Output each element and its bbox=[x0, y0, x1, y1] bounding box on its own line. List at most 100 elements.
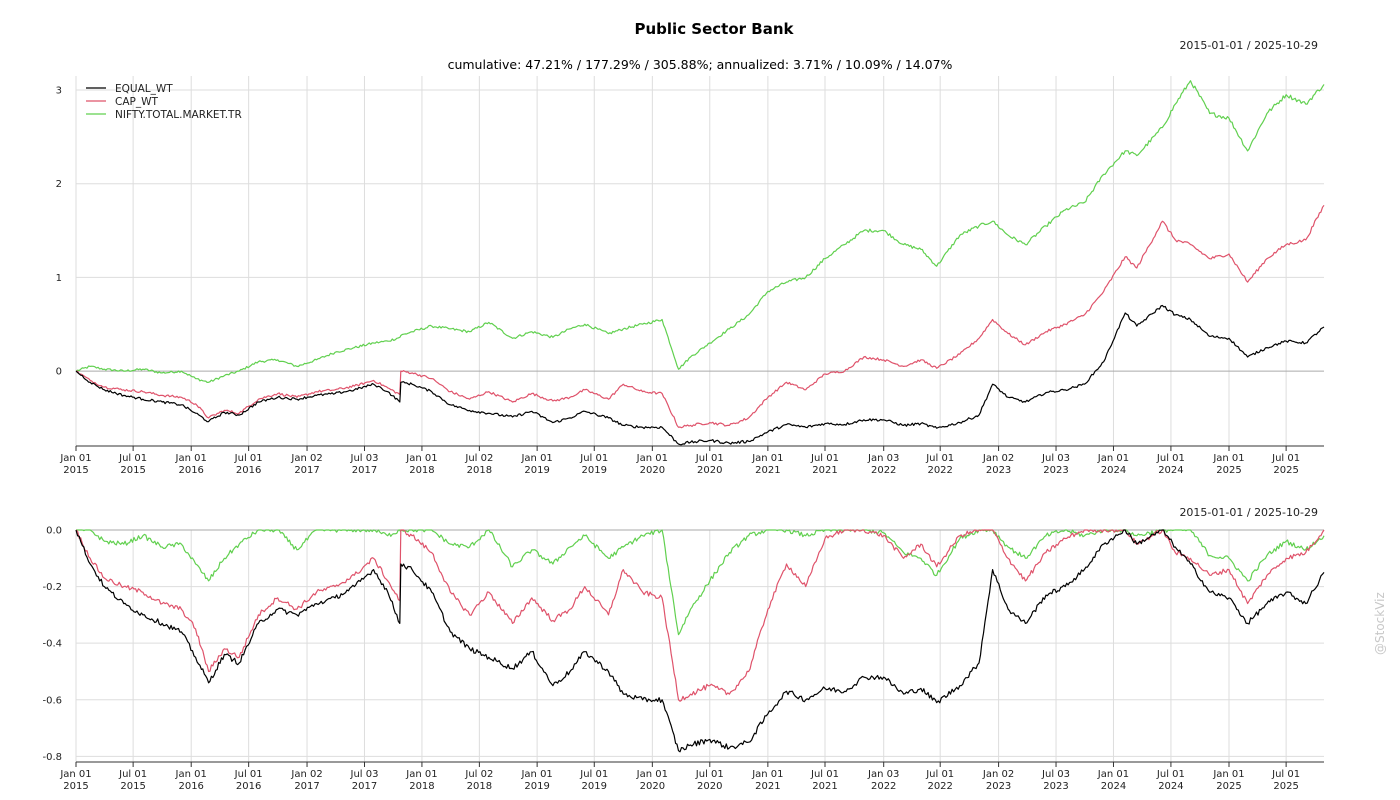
x-tick-year: 2022 bbox=[927, 781, 952, 792]
x-tick-label: Jul 03 bbox=[350, 769, 379, 780]
x-tick-year: 2015 bbox=[120, 465, 145, 476]
x-tick-year: 2017 bbox=[294, 465, 319, 476]
x-tick-label: Jul 01 bbox=[1271, 453, 1300, 464]
x-tick-year: 2024 bbox=[1158, 781, 1183, 792]
x-tick-label: Jan 01 bbox=[520, 769, 552, 780]
x-tick-year: 2020 bbox=[640, 465, 665, 476]
series-line-cap-wt bbox=[75, 529, 1325, 702]
x-tick-year: 2018 bbox=[467, 465, 492, 476]
x-tick-year: 2016 bbox=[236, 465, 261, 476]
x-tick-year: 2023 bbox=[986, 781, 1011, 792]
chart-title: Public Sector Bank bbox=[635, 20, 795, 38]
legend-label-equal-wt: EQUAL_WT bbox=[115, 83, 173, 95]
series-line-equal-wt bbox=[75, 529, 1325, 753]
x-tick-year: 2023 bbox=[1043, 465, 1068, 476]
x-tick-year: 2015 bbox=[120, 781, 145, 792]
x-tick-label: Jul 01 bbox=[1156, 769, 1185, 780]
x-tick-label: Jul 01 bbox=[234, 453, 263, 464]
x-tick-label: Jul 01 bbox=[579, 769, 608, 780]
x-tick-year: 2019 bbox=[524, 781, 549, 792]
x-tick-label: Jul 01 bbox=[579, 453, 608, 464]
x-tick-label: Jul 01 bbox=[1271, 769, 1300, 780]
x-tick-label: Jan 02 bbox=[290, 453, 322, 464]
x-tick-year: 2018 bbox=[467, 781, 492, 792]
x-tick-label: Jan 03 bbox=[867, 453, 899, 464]
top-panel-date-range: 2015-01-01 / 2025-10-29 bbox=[1179, 39, 1318, 52]
x-tick-year: 2016 bbox=[178, 781, 203, 792]
x-tick-label: Jul 03 bbox=[1041, 453, 1070, 464]
x-tick-year: 2020 bbox=[697, 465, 722, 476]
x-tick-year: 2024 bbox=[1158, 465, 1183, 476]
y-tick-label: 2 bbox=[56, 179, 62, 190]
x-tick-year: 2024 bbox=[1101, 781, 1126, 792]
x-tick-label: Jul 01 bbox=[234, 769, 263, 780]
x-tick-year: 2020 bbox=[640, 781, 665, 792]
x-tick-label: Jan 02 bbox=[982, 769, 1014, 780]
x-tick-label: Jan 01 bbox=[59, 453, 91, 464]
x-tick-label: Jan 03 bbox=[867, 769, 899, 780]
x-tick-year: 2019 bbox=[582, 465, 607, 476]
y-tick-label: -0.4 bbox=[42, 639, 62, 650]
y-tick-label: 0.0 bbox=[46, 526, 62, 537]
x-tick-year: 2022 bbox=[927, 465, 952, 476]
x-tick-label: Jul 01 bbox=[925, 453, 954, 464]
x-tick-year: 2015 bbox=[63, 781, 88, 792]
x-tick-year: 2015 bbox=[63, 465, 88, 476]
x-tick-year: 2018 bbox=[409, 465, 434, 476]
x-tick-label: Jul 02 bbox=[464, 453, 493, 464]
x-tick-year: 2025 bbox=[1216, 465, 1241, 476]
x-tick-label: Jan 01 bbox=[405, 453, 437, 464]
x-tick-label: Jul 01 bbox=[1156, 453, 1185, 464]
x-tick-label: Jul 03 bbox=[1041, 769, 1070, 780]
x-tick-label: Jul 01 bbox=[695, 769, 724, 780]
x-tick-year: 2021 bbox=[755, 781, 780, 792]
y-tick-label: -0.6 bbox=[42, 695, 62, 706]
x-tick-label: Jan 01 bbox=[175, 453, 207, 464]
x-tick-label: Jan 01 bbox=[751, 769, 783, 780]
x-tick-label: Jul 03 bbox=[350, 453, 379, 464]
x-tick-year: 2017 bbox=[294, 781, 319, 792]
x-tick-label: Jul 01 bbox=[118, 769, 147, 780]
x-tick-year: 2016 bbox=[178, 465, 203, 476]
x-tick-label: Jan 01 bbox=[636, 769, 668, 780]
x-tick-label: Jan 01 bbox=[1097, 453, 1129, 464]
legend-label-nifty-total-market-tr: NIFTY.TOTAL.MARKET.TR bbox=[115, 109, 242, 121]
chart-subtitle: cumulative: 47.21% / 177.29% / 305.88%; … bbox=[448, 57, 953, 72]
bottom-panel-date-range: 2015-01-01 / 2025-10-29 bbox=[1179, 506, 1318, 519]
x-tick-year: 2020 bbox=[697, 781, 722, 792]
x-tick-label: Jul 01 bbox=[810, 769, 839, 780]
series-line-cap-wt bbox=[75, 204, 1325, 429]
x-tick-year: 2023 bbox=[986, 465, 1011, 476]
watermark: @StockViz bbox=[1373, 592, 1387, 655]
x-tick-label: Jan 02 bbox=[290, 769, 322, 780]
series-line-equal-wt bbox=[75, 304, 1325, 446]
x-tick-label: Jan 01 bbox=[59, 769, 91, 780]
x-tick-year: 2016 bbox=[236, 781, 261, 792]
x-tick-year: 2021 bbox=[812, 465, 837, 476]
x-tick-label: Jan 01 bbox=[636, 453, 668, 464]
x-tick-label: Jan 01 bbox=[175, 769, 207, 780]
x-tick-label: Jan 02 bbox=[982, 453, 1014, 464]
y-tick-label: 3 bbox=[56, 86, 62, 97]
x-tick-year: 2025 bbox=[1273, 465, 1298, 476]
series-line-nifty-total-market-tr bbox=[75, 80, 1325, 383]
legend-label-cap-wt: CAP_WT bbox=[115, 96, 158, 108]
y-tick-label: -0.8 bbox=[42, 752, 62, 763]
x-tick-year: 2021 bbox=[812, 781, 837, 792]
x-tick-year: 2017 bbox=[352, 465, 377, 476]
x-tick-label: Jan 01 bbox=[1097, 769, 1129, 780]
x-tick-year: 2022 bbox=[871, 465, 896, 476]
x-tick-year: 2021 bbox=[755, 465, 780, 476]
x-tick-label: Jul 01 bbox=[118, 453, 147, 464]
x-tick-year: 2023 bbox=[1043, 781, 1068, 792]
x-tick-label: Jul 01 bbox=[695, 453, 724, 464]
x-tick-label: Jan 01 bbox=[751, 453, 783, 464]
x-tick-label: Jan 01 bbox=[405, 769, 437, 780]
x-tick-year: 2019 bbox=[582, 781, 607, 792]
x-tick-year: 2024 bbox=[1101, 465, 1126, 476]
x-tick-year: 2025 bbox=[1273, 781, 1298, 792]
x-tick-label: Jan 01 bbox=[1212, 453, 1244, 464]
x-tick-year: 2019 bbox=[524, 465, 549, 476]
